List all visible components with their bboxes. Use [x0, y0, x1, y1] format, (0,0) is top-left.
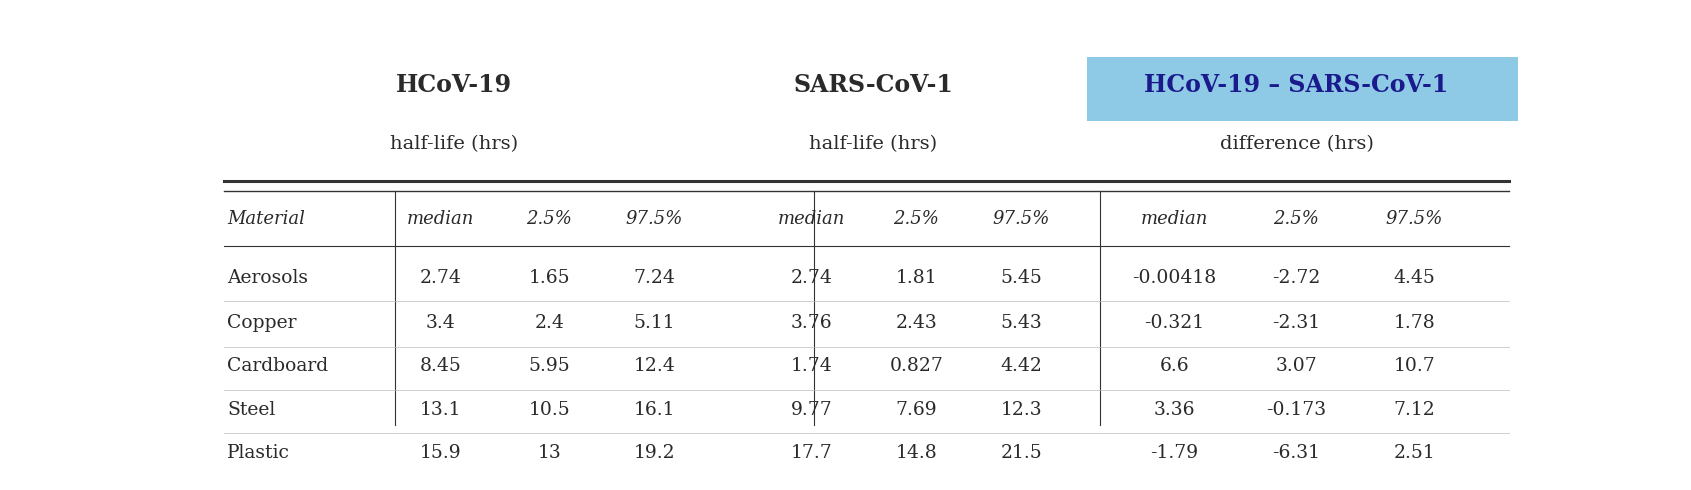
Text: Material: Material — [227, 210, 304, 228]
Text: 97.5%: 97.5% — [626, 210, 683, 228]
Text: 2.74: 2.74 — [419, 269, 462, 287]
Text: 2.5%: 2.5% — [526, 210, 573, 228]
Text: difference (hrs): difference (hrs) — [1219, 135, 1373, 153]
Text: 12.3: 12.3 — [1001, 401, 1042, 418]
Text: 2.5%: 2.5% — [893, 210, 940, 228]
Text: Steel: Steel — [227, 401, 276, 418]
Text: Plastic: Plastic — [227, 444, 289, 462]
Text: HCoV-19 – SARS-CoV-1: HCoV-19 – SARS-CoV-1 — [1145, 73, 1449, 97]
Text: 10.5: 10.5 — [529, 401, 570, 418]
Text: Copper: Copper — [227, 314, 296, 332]
Text: 1.81: 1.81 — [896, 269, 937, 287]
Text: 2.5%: 2.5% — [1273, 210, 1319, 228]
Text: -1.79: -1.79 — [1150, 444, 1199, 462]
Text: 7.69: 7.69 — [896, 401, 937, 418]
Text: median: median — [1141, 210, 1209, 228]
Text: 1.74: 1.74 — [791, 357, 832, 375]
Text: 5.11: 5.11 — [634, 314, 675, 332]
Text: 2.51: 2.51 — [1393, 444, 1436, 462]
Text: -2.72: -2.72 — [1272, 269, 1321, 287]
Text: 7.24: 7.24 — [634, 269, 675, 287]
Text: half-life (hrs): half-life (hrs) — [389, 135, 517, 153]
Text: 13.1: 13.1 — [419, 401, 462, 418]
Text: 3.36: 3.36 — [1153, 401, 1196, 418]
Text: 1.78: 1.78 — [1393, 314, 1436, 332]
Text: 13: 13 — [538, 444, 561, 462]
Text: 5.95: 5.95 — [529, 357, 570, 375]
Text: 16.1: 16.1 — [634, 401, 675, 418]
Text: 9.77: 9.77 — [791, 401, 832, 418]
Text: 12.4: 12.4 — [634, 357, 675, 375]
Text: 15.9: 15.9 — [419, 444, 462, 462]
Text: -6.31: -6.31 — [1273, 444, 1321, 462]
Text: 5.45: 5.45 — [1001, 269, 1042, 287]
Text: half-life (hrs): half-life (hrs) — [808, 135, 937, 153]
Text: 0.827: 0.827 — [889, 357, 944, 375]
Text: 7.12: 7.12 — [1393, 401, 1436, 418]
Text: 97.5%: 97.5% — [1385, 210, 1442, 228]
Text: 4.45: 4.45 — [1393, 269, 1436, 287]
Text: SARS-CoV-1: SARS-CoV-1 — [793, 73, 954, 97]
Text: HCoV-19: HCoV-19 — [396, 73, 512, 97]
Text: 3.4: 3.4 — [426, 314, 455, 332]
Text: median: median — [778, 210, 846, 228]
Text: Cardboard: Cardboard — [227, 357, 328, 375]
Text: 2.74: 2.74 — [791, 269, 832, 287]
Text: -2.31: -2.31 — [1272, 314, 1321, 332]
Text: 3.76: 3.76 — [791, 314, 832, 332]
Text: 6.6: 6.6 — [1160, 357, 1189, 375]
Text: Aerosols: Aerosols — [227, 269, 308, 287]
Text: 14.8: 14.8 — [896, 444, 937, 462]
Text: 2.43: 2.43 — [896, 314, 937, 332]
Text: 2.4: 2.4 — [534, 314, 565, 332]
Text: 1.65: 1.65 — [529, 269, 570, 287]
Text: 97.5%: 97.5% — [993, 210, 1050, 228]
Text: -0.173: -0.173 — [1267, 401, 1326, 418]
Text: -0.321: -0.321 — [1145, 314, 1204, 332]
FancyBboxPatch shape — [1087, 57, 1519, 121]
Text: 5.43: 5.43 — [1001, 314, 1042, 332]
Text: 19.2: 19.2 — [634, 444, 675, 462]
Text: 4.42: 4.42 — [1001, 357, 1042, 375]
Text: median: median — [408, 210, 475, 228]
Text: 10.7: 10.7 — [1393, 357, 1436, 375]
Text: 8.45: 8.45 — [419, 357, 462, 375]
Text: 17.7: 17.7 — [791, 444, 832, 462]
Text: 3.07: 3.07 — [1275, 357, 1317, 375]
Text: 21.5: 21.5 — [1001, 444, 1042, 462]
Text: -0.00418: -0.00418 — [1133, 269, 1218, 287]
